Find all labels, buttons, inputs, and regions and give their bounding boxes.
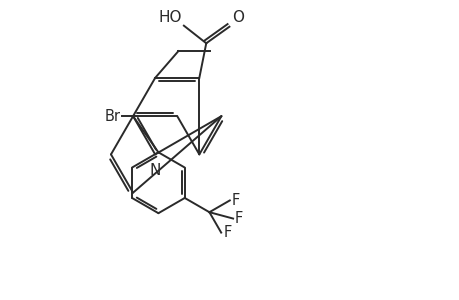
Text: F: F (231, 193, 240, 208)
Text: F: F (223, 225, 231, 240)
Text: Br: Br (104, 109, 120, 124)
Text: F: F (235, 211, 243, 226)
Text: O: O (231, 10, 243, 25)
Text: N: N (149, 163, 161, 178)
Text: HO: HO (158, 10, 181, 25)
